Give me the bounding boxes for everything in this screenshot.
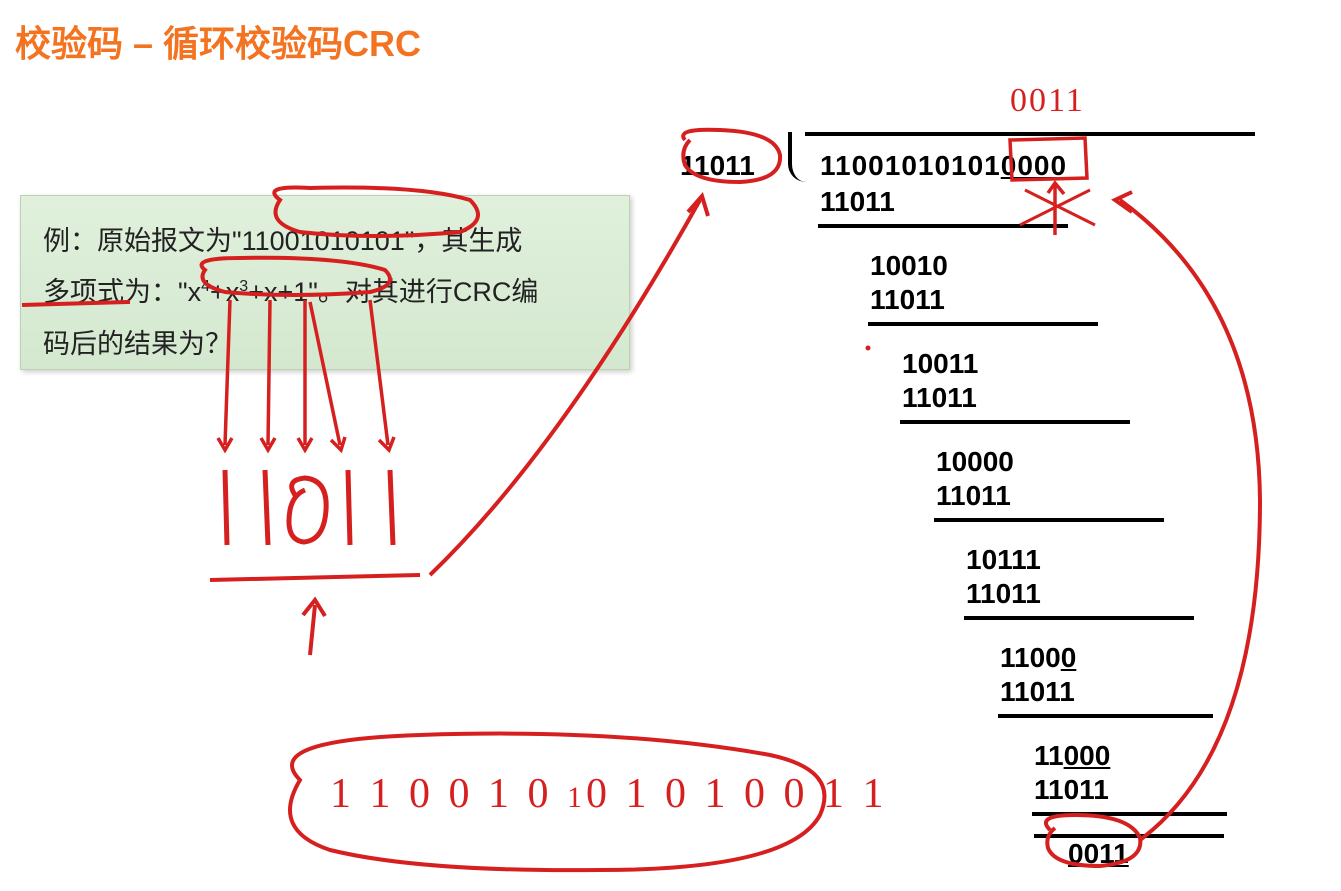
example-message: 11001010101 — [242, 226, 405, 256]
handwritten-result: 1 1 0 0 1 0 10 1 0 1 0 0 1 1 — [330, 770, 888, 818]
dividend-main: 11001010101 — [820, 150, 1001, 181]
divisor: 11011 — [680, 150, 755, 182]
division-step: 11011 — [902, 382, 977, 414]
division-bracket — [788, 132, 813, 182]
quotient-line — [805, 132, 1255, 136]
division-step: 11011 — [966, 578, 1041, 610]
dividend: 110010101010000 — [820, 150, 1067, 182]
dividend-padding: 0000 — [1001, 150, 1067, 181]
division-step: 10011 — [902, 348, 978, 380]
division-step: 10111 — [966, 544, 1041, 576]
division-step: 11000 — [1000, 642, 1076, 674]
division-rule — [934, 518, 1164, 522]
example-polynomial: x4+x3+x+1 — [188, 277, 309, 307]
division-step: 11011 — [1034, 774, 1109, 806]
division-rule — [998, 714, 1213, 718]
division-rule — [868, 322, 1098, 326]
division-step: 11011 — [870, 284, 945, 316]
division-step: 11011 — [936, 480, 1011, 512]
example-line3: 码后的结果为？ — [43, 329, 232, 359]
division-step: 11011 — [820, 186, 895, 218]
example-line1-prefix: 例：原始报文为" — [43, 226, 242, 256]
example-line1-suffix: "，其生成 — [405, 226, 523, 256]
example-line2-suffix: "。对其进行CRC编 — [308, 277, 538, 307]
example-box: 例：原始报文为"11001010101"，其生成 多项式为："x4+x3+x+1… — [20, 195, 630, 370]
division-rule — [900, 420, 1130, 424]
division-rule — [964, 616, 1194, 620]
division-step: 11000 — [1034, 740, 1110, 772]
division-step: 10000 — [936, 446, 1014, 478]
division-rule — [818, 224, 1068, 228]
division-step: 10010 — [870, 250, 948, 282]
division-step: 0011 — [1068, 838, 1129, 870]
division-step: 11011 — [1000, 676, 1075, 708]
division-rule — [1032, 812, 1227, 816]
page-title: 校验码 – 循环校验码CRC — [15, 15, 421, 67]
example-line2-prefix: 多项式为：" — [43, 277, 188, 307]
handwritten-quotient: 0011 — [1010, 82, 1085, 120]
division-rule — [1034, 834, 1224, 838]
